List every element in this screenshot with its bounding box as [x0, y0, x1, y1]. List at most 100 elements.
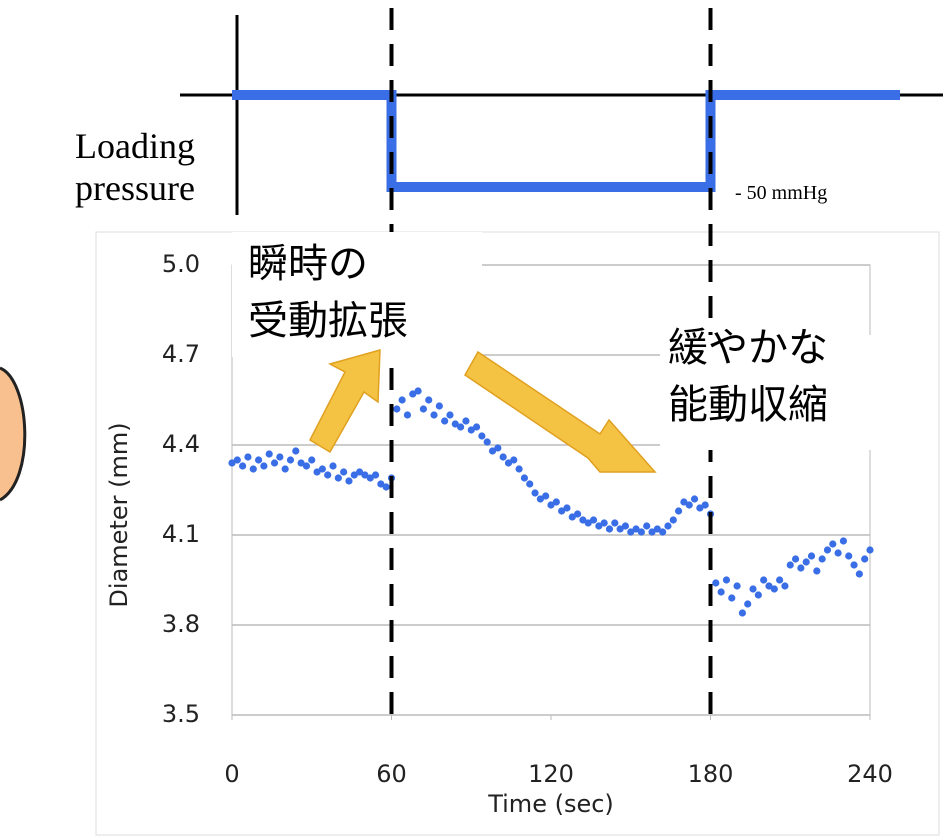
data-point	[446, 411, 453, 418]
cartoon-edge	[0, 368, 25, 500]
data-point	[319, 465, 326, 472]
y-tick-label: 5.0	[162, 250, 200, 278]
data-point	[500, 453, 507, 460]
data-point	[531, 489, 538, 496]
data-point	[728, 594, 735, 601]
data-point	[840, 537, 847, 544]
data-point	[659, 528, 666, 535]
data-point	[462, 417, 469, 424]
data-point	[255, 456, 262, 463]
y-tick-label: 3.5	[162, 700, 200, 728]
data-point	[686, 501, 693, 508]
data-point	[845, 552, 852, 559]
data-point	[425, 396, 432, 403]
x-tick-label: 0	[224, 760, 239, 788]
data-point	[276, 453, 283, 460]
data-point	[733, 582, 740, 589]
data-point	[797, 564, 804, 571]
x-tick-label: 180	[688, 760, 734, 788]
data-point	[553, 498, 560, 505]
data-point	[340, 468, 347, 475]
data-point	[850, 561, 857, 568]
data-point	[808, 552, 815, 559]
data-point	[861, 555, 868, 562]
x-tick-label: 120	[528, 760, 574, 788]
data-point	[266, 450, 273, 457]
data-point	[866, 546, 873, 553]
data-point	[404, 411, 411, 418]
data-point	[776, 576, 783, 583]
data-point	[308, 456, 315, 463]
data-point	[383, 483, 390, 490]
data-point	[271, 459, 278, 466]
data-point	[282, 465, 289, 472]
data-point	[329, 462, 336, 469]
data-point	[781, 582, 788, 589]
data-point	[292, 447, 299, 454]
y-tick-label: 4.4	[162, 430, 200, 458]
data-point	[664, 522, 671, 529]
data-point	[521, 474, 528, 481]
data-point	[478, 432, 485, 439]
data-point	[590, 516, 597, 523]
pressure-step	[232, 95, 900, 187]
data-point	[787, 561, 794, 568]
data-point	[516, 465, 523, 472]
annotation: 緩やかな	[668, 325, 828, 370]
data-point	[239, 462, 246, 469]
data-point	[563, 504, 570, 511]
data-point	[702, 501, 709, 508]
data-point	[526, 480, 533, 487]
data-point	[824, 546, 831, 553]
data-point	[473, 423, 480, 430]
data-point	[303, 462, 310, 469]
data-point	[611, 519, 618, 526]
data-point	[744, 600, 751, 607]
data-point	[792, 555, 799, 562]
data-point	[771, 585, 778, 592]
data-point	[670, 516, 677, 523]
data-point	[441, 417, 448, 424]
data-point	[494, 444, 501, 451]
x-tick-label: 240	[847, 760, 893, 788]
data-point	[739, 609, 746, 616]
pressure-annotation: - 50 mmHg	[735, 182, 827, 204]
data-point	[457, 423, 464, 430]
y-tick-label: 4.7	[162, 340, 200, 368]
x-axis-label: Time (sec)	[487, 790, 614, 818]
data-point	[324, 471, 331, 478]
data-point	[803, 558, 810, 565]
data-point	[622, 522, 629, 529]
data-point	[856, 570, 863, 577]
data-point	[335, 474, 342, 481]
data-point	[250, 465, 257, 472]
data-point	[484, 438, 491, 445]
annotation: 瞬時の	[248, 241, 368, 286]
annotation: 受動拡張	[248, 298, 408, 343]
annotation: 能動収縮	[668, 382, 828, 427]
y-tick-label: 3.8	[162, 610, 200, 638]
data-point	[760, 576, 767, 583]
data-point	[399, 396, 406, 403]
data-point	[675, 507, 682, 514]
data-point	[420, 405, 427, 412]
y-tick-label: 4.1	[162, 520, 200, 548]
data-point	[819, 555, 826, 562]
pressure-label: Loading	[75, 126, 195, 166]
data-point	[712, 579, 719, 586]
data-point	[430, 411, 437, 418]
data-point	[244, 453, 251, 460]
data-point	[542, 492, 549, 499]
data-point	[718, 588, 725, 595]
data-point	[234, 456, 241, 463]
data-point	[723, 576, 730, 583]
data-point	[260, 462, 267, 469]
data-point	[755, 591, 762, 598]
data-point	[372, 471, 379, 478]
data-point	[835, 549, 842, 556]
x-tick-label: 60	[376, 760, 407, 788]
data-point	[643, 522, 650, 529]
y-axis-label: Diameter (mm)	[105, 422, 133, 607]
pressure-label: pressure	[75, 168, 195, 208]
data-point	[749, 585, 756, 592]
